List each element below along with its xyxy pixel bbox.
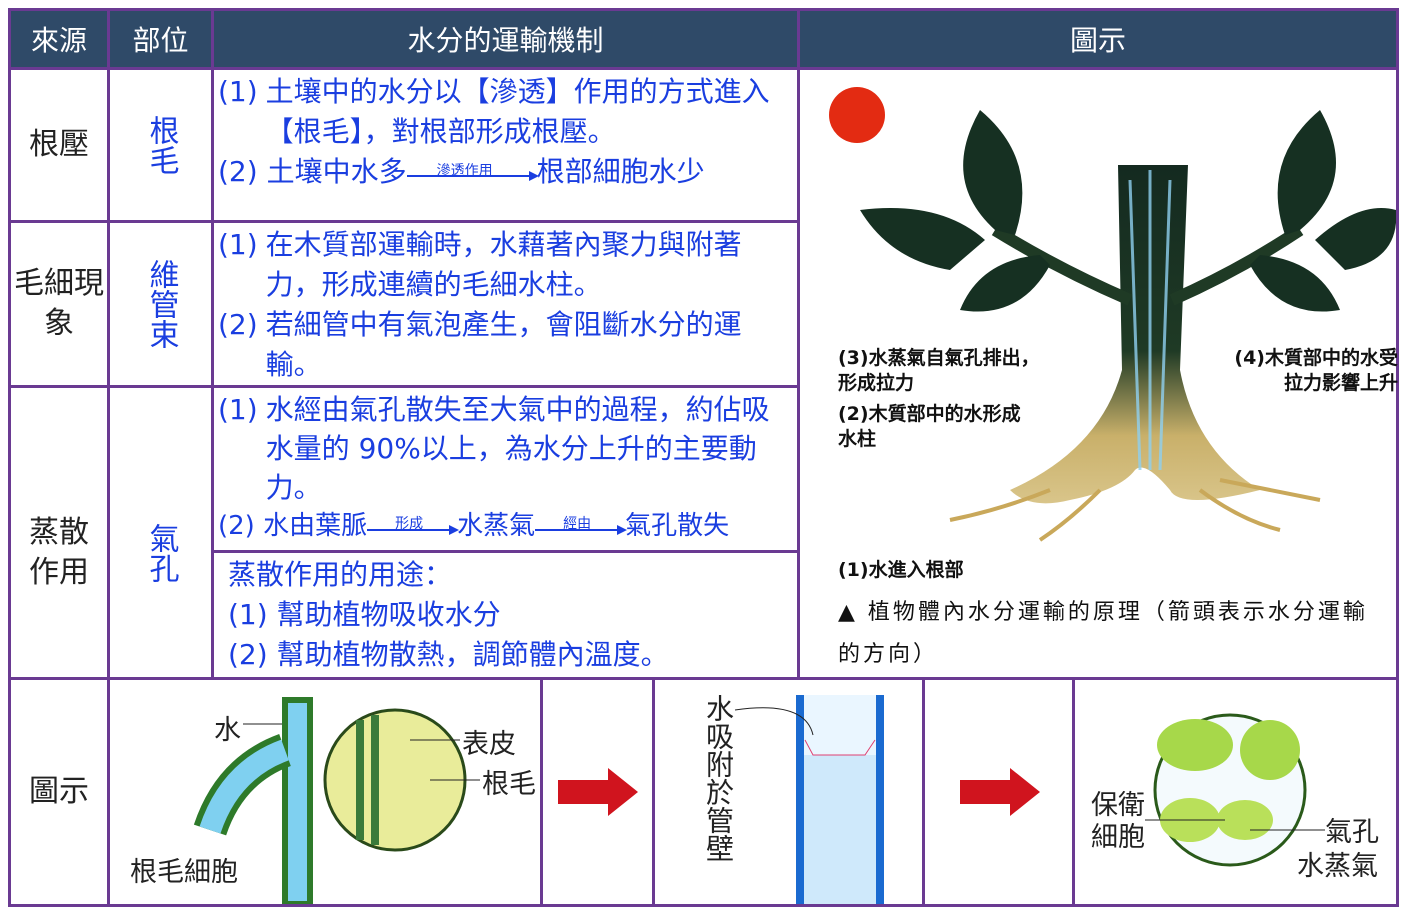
figure-label: (4)木質部中的水受拉力影響上升 <box>1234 347 1398 394</box>
num: (2) <box>218 308 258 341</box>
stoma-image: 保衛細胞 氣孔 水蒸氣 <box>1072 677 1399 907</box>
source: 蒸散作用 <box>8 385 110 680</box>
text: 水經由氣孔散失至大氣中的過程，約佔吸水量的 90%以上，為水分上升的主要動力。 <box>265 393 770 504</box>
figure-label: (1)水進入根部 <box>838 559 964 581</box>
source-text: 蒸散作用 <box>29 514 89 590</box>
part: 根毛 <box>107 67 214 223</box>
text: 根部細胞水少 <box>536 155 705 188</box>
figure-cell: (3)水蒸氣自氣孔排出，形成拉力 (4)木質部中的水受拉力影響上升 (2)木質部… <box>797 67 1399 680</box>
mechanism: (1) 土壤中的水分以【滲透】作用的方式進入【根毛】，對根部形成根壓。 (2) 土… <box>211 67 800 223</box>
item: (1) 水經由氣孔散失至大氣中的過程，約佔吸水量的 90%以上，為水分上升的主要動… <box>218 390 793 507</box>
usage-item: (2) 幫助植物散熱，調節體內溫度。 <box>228 638 669 671</box>
root-label: 根毛 <box>482 769 536 800</box>
stoma-label: 保衛細胞 <box>1091 790 1145 853</box>
source: 毛細現象 <box>8 220 110 388</box>
usage-title: 蒸散作用的用途： <box>228 558 453 591</box>
caption-text: 植物體內水分運輸的原理（箭頭表示水分運輸的方向） <box>838 600 1368 667</box>
arrow-label: 經由 <box>563 515 592 532</box>
bottom-label: 圖示 <box>8 677 110 907</box>
item: (2) 水由葉脈 形成 水蒸氣 經由 氣孔散失 <box>218 507 793 546</box>
figure-label: (2)木質部中的水形成水柱 <box>838 403 1021 450</box>
num: (1) <box>218 393 258 426</box>
header-cell: 來源 <box>8 8 110 70</box>
item: (1) 土壤中的水分以【滲透】作用的方式進入【根毛】，對根部形成根壓。 <box>218 72 793 152</box>
text: 水由葉脈 <box>263 511 368 541</box>
stoma-label: 氣孔 <box>1325 817 1379 848</box>
root-label: 根毛細胞 <box>130 857 238 888</box>
plant-figure <box>829 87 1397 542</box>
arrow: 形成 <box>367 513 460 541</box>
part: 氣孔 <box>107 385 214 680</box>
num: (2) <box>218 155 258 188</box>
tube-image: 水吸附於管壁 <box>652 677 925 907</box>
text: 若細管中有氣泡產生，會阻斷水分的運輸。 <box>265 308 742 381</box>
arrow-label: 形成 <box>395 515 424 532</box>
root-label: 表皮 <box>462 729 516 760</box>
part-text: 維管束 <box>143 259 179 349</box>
part-text: 根毛 <box>143 115 179 175</box>
text: 土壤中水多 <box>266 155 407 188</box>
text: 土壤中的水分以【滲透】作用的方式進入【根毛】，對根部形成根壓。 <box>265 75 770 148</box>
usage: 蒸散作用的用途： (1) 幫助植物吸收水分 (2) 幫助植物散熱，調節體內溫度。 <box>211 550 800 680</box>
arrow-cell <box>922 677 1075 907</box>
root-image: 水 表皮 根毛 根毛細胞 <box>107 677 543 907</box>
source: 根壓 <box>8 67 110 223</box>
part-text: 氣孔 <box>143 522 179 583</box>
num: (1) <box>218 228 258 261</box>
header-cell: 圖示 <box>797 8 1399 70</box>
header-cell: 水分的運輸機制 <box>211 8 800 70</box>
arrow: 滲透作用 <box>406 159 539 187</box>
caption: ▲ 植物體內水分運輸的原理（箭頭表示水分運輸的方向） <box>838 600 1368 667</box>
text: 在木質部運輸時，水藉著內聚力與附著力，形成連續的毛細水柱。 <box>265 228 742 301</box>
part: 維管束 <box>107 220 214 388</box>
num: (1) <box>218 75 258 108</box>
arrow-cell <box>540 677 655 907</box>
sun <box>829 87 885 143</box>
figure-label: (3)水蒸氣自氣孔排出，形成拉力 <box>838 347 1040 394</box>
mechanism: (1) 在木質部運輸時，水藉著內聚力與附著力，形成連續的毛細水柱。 (2) 若細管中… <box>211 220 800 388</box>
num: (2) <box>218 511 255 541</box>
item: (2) 土壤中水多 滲透作用 根部細胞水少 <box>218 152 793 192</box>
arrow: 經由 <box>535 513 628 541</box>
mechanism: (1) 水經由氣孔散失至大氣中的過程，約佔吸水量的 90%以上，為水分上升的主要動… <box>211 385 800 553</box>
text: 氣孔散失 <box>625 511 730 541</box>
root-label: 水 <box>214 715 241 746</box>
usage-item: (1) 幫助植物吸收水分 <box>228 598 501 631</box>
stoma-label: 水蒸氣 <box>1297 851 1378 882</box>
tube-label: 水吸附於管壁 <box>702 694 735 862</box>
item: (1) 在木質部運輸時，水藉著內聚力與附著力，形成連續的毛細水柱。 <box>218 225 793 305</box>
arrow-label: 滲透作用 <box>436 163 493 179</box>
item: (2) 若細管中有氣泡產生，會阻斷水分的運輸。 <box>218 305 793 385</box>
text: 水蒸氣 <box>457 511 536 541</box>
header-cell: 部位 <box>107 8 214 70</box>
